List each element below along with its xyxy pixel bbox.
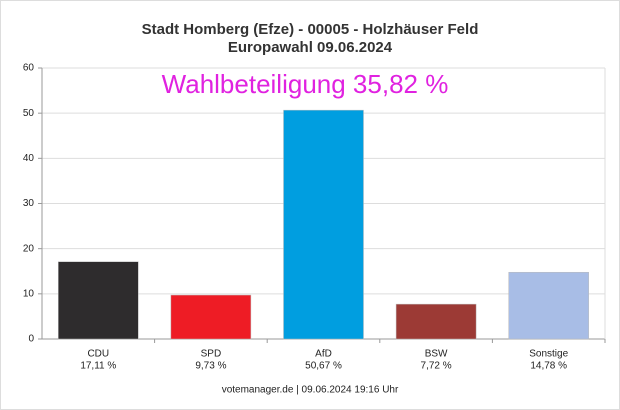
x-tick-label: CDU xyxy=(87,349,109,360)
y-tick-label: 0 xyxy=(28,334,34,345)
value-label: 9,73 % xyxy=(195,361,226,372)
x-tick-label: BSW xyxy=(425,349,448,360)
x-tick-label: Sonstige xyxy=(529,349,568,360)
y-tick-label: 20 xyxy=(23,243,35,254)
value-label: 7,72 % xyxy=(421,361,452,372)
bar xyxy=(283,109,364,340)
bar xyxy=(58,261,139,340)
annotation: Wahlbeteiligung 35,82 % xyxy=(162,69,449,99)
y-tick-label: 50 xyxy=(23,108,35,119)
bar xyxy=(508,271,589,340)
y-tick-label: 10 xyxy=(23,288,35,299)
footer: votemanager.de | 09.06.2024 19:16 Uhr xyxy=(222,385,399,396)
value-label: 17,11 % xyxy=(80,361,116,372)
x-tick-label: SPD xyxy=(201,349,222,360)
chart-subtitle: Europawahl 09.06.2024 xyxy=(228,39,393,56)
chart-title: Stadt Homberg (Efze) - 00005 - Holzhäuse… xyxy=(142,21,479,38)
y-tick-label: 60 xyxy=(23,63,35,74)
y-tick-label: 40 xyxy=(23,153,35,164)
x-tick-label: AfD xyxy=(315,349,332,360)
y-tick-label: 30 xyxy=(23,198,35,209)
bar xyxy=(395,303,477,340)
bar xyxy=(170,294,252,340)
value-label: 14,78 % xyxy=(530,361,567,372)
value-label: 50,67 % xyxy=(305,361,342,372)
